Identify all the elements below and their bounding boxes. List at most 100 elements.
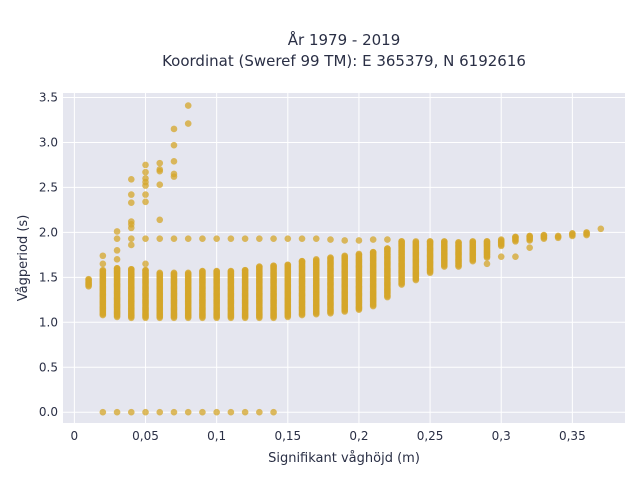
data-point — [455, 238, 462, 246]
data-point — [312, 256, 320, 263]
data-point — [256, 408, 263, 416]
data-point — [469, 238, 477, 245]
data-point — [127, 265, 135, 273]
y-tick-label: 0.5 — [39, 360, 58, 374]
data-point — [398, 238, 405, 245]
data-point — [156, 216, 164, 224]
y-tick-label: 2.5 — [39, 180, 58, 194]
data-point — [512, 253, 519, 260]
data-point — [170, 170, 178, 178]
data-point — [213, 408, 220, 416]
data-point — [99, 266, 107, 274]
data-point — [156, 235, 164, 242]
data-point — [241, 266, 249, 274]
x-tick-label: 0,2 — [349, 429, 368, 443]
data-point — [327, 236, 334, 243]
data-point — [213, 267, 220, 275]
data-point — [184, 235, 192, 242]
data-point — [512, 233, 519, 241]
data-point — [241, 408, 249, 416]
data-point — [142, 191, 149, 198]
data-point — [113, 256, 121, 263]
data-point — [170, 235, 178, 242]
data-point — [569, 229, 576, 237]
data-point — [127, 408, 135, 416]
data-point — [526, 244, 533, 251]
data-point — [497, 253, 505, 260]
x-tick-label: 0,05 — [132, 429, 159, 443]
data-point — [312, 235, 320, 242]
data-point — [156, 159, 164, 167]
data-point — [184, 120, 192, 127]
data-point — [170, 158, 178, 165]
x-tick-label: 0,25 — [417, 429, 444, 443]
data-point — [184, 102, 192, 109]
data-point — [199, 235, 206, 242]
chart-title-line-1: År 1979 - 2019 — [288, 30, 401, 49]
data-point — [526, 232, 533, 240]
data-point — [355, 250, 363, 258]
data-point — [99, 252, 107, 260]
data-point — [199, 267, 206, 275]
data-point — [284, 235, 292, 242]
data-point — [298, 235, 306, 242]
x-tick-label: 0,3 — [492, 429, 511, 443]
data-point — [127, 191, 135, 198]
data-point — [227, 408, 235, 416]
data-point — [341, 252, 349, 260]
data-point — [156, 408, 164, 416]
data-point — [170, 141, 178, 149]
x-tick-label: 0,15 — [274, 429, 301, 443]
data-point — [384, 245, 391, 252]
data-point — [142, 175, 149, 182]
data-point — [241, 235, 249, 242]
data-point — [554, 232, 562, 240]
data-point — [127, 199, 135, 207]
data-point — [412, 238, 420, 245]
y-tick-label: 1.0 — [39, 315, 58, 329]
data-point — [369, 236, 377, 243]
y-tick-label: 0.0 — [39, 405, 58, 419]
data-point — [142, 266, 149, 274]
data-point — [341, 237, 349, 244]
data-point — [184, 269, 192, 277]
data-point — [156, 181, 164, 189]
y-axis-label: Vågperiod (s) — [16, 215, 31, 302]
data-point — [142, 198, 149, 206]
x-axis-label: Signifikant våghöjd (m) — [268, 451, 420, 466]
y-tick-label: 3.0 — [39, 135, 58, 149]
data-point — [355, 237, 363, 244]
data-point — [127, 235, 135, 242]
data-point — [127, 176, 135, 183]
data-point — [113, 408, 121, 416]
data-point — [256, 235, 263, 242]
data-point — [142, 235, 149, 242]
data-point — [483, 260, 491, 268]
data-point — [227, 267, 235, 275]
data-point — [441, 238, 448, 245]
data-point — [156, 166, 164, 173]
data-point — [113, 235, 121, 242]
x-tick-label: 0,35 — [559, 429, 586, 443]
data-point — [127, 218, 135, 225]
data-point — [142, 168, 149, 176]
data-point — [384, 236, 391, 243]
data-point — [270, 408, 277, 416]
chart-title-line-2: Koordinat (Sweref 99 TM): E 365379, N 61… — [162, 52, 526, 70]
data-point — [170, 269, 178, 277]
data-points — [85, 102, 605, 416]
data-point — [113, 228, 121, 235]
y-axis-ticks: 0.0 0.5 1.0 1.5 2.0 2.5 3.0 3.5 — [39, 90, 58, 419]
data-point — [142, 408, 149, 416]
data-point — [327, 254, 334, 261]
data-point — [142, 260, 149, 268]
data-point — [270, 262, 277, 269]
y-tick-label: 1.5 — [39, 270, 58, 284]
data-point — [170, 125, 178, 133]
data-point — [184, 408, 192, 416]
x-tick-label: 0 — [71, 429, 79, 443]
data-point — [85, 275, 92, 283]
data-point — [199, 408, 206, 416]
data-point — [113, 247, 121, 254]
